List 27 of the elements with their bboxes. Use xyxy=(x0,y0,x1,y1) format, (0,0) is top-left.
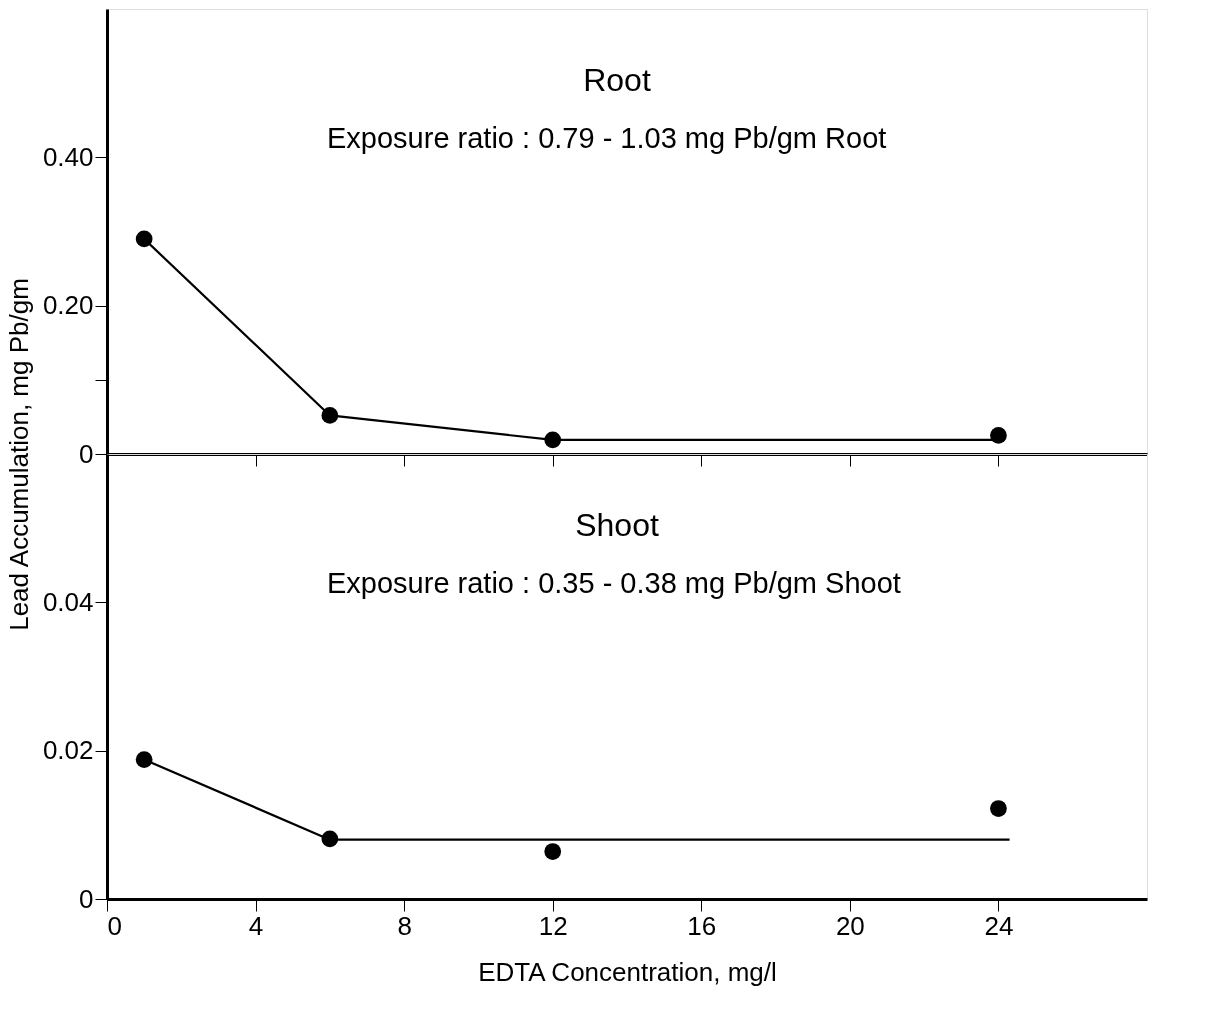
y-tick-label: 0.20 xyxy=(42,290,94,321)
point xyxy=(321,407,339,424)
annotation: Root xyxy=(583,62,651,98)
x-tick-label: 24 xyxy=(984,910,1014,941)
x-tick-label: 0 xyxy=(107,910,122,941)
x-axis-title: EDTA Concentration, mg/l xyxy=(478,956,777,987)
point xyxy=(990,800,1007,817)
annotation: Shoot xyxy=(575,507,659,543)
point xyxy=(990,427,1007,444)
point xyxy=(321,830,339,848)
annotation: Exposure ratio : 0.35 - 0.38 mg Pb/gm Shoot xyxy=(327,567,901,599)
point xyxy=(135,751,153,768)
x-tick-label: 16 xyxy=(687,910,717,941)
x-tick-label: 20 xyxy=(835,910,865,941)
y-tick-label: 0 xyxy=(79,438,94,469)
y-tick-label: 0.02 xyxy=(42,735,94,766)
y-tick-label: 0.40 xyxy=(42,141,94,172)
x-tick-label: 8 xyxy=(397,910,412,941)
y-tick-label: 0 xyxy=(79,883,94,914)
x-tick-label: 4 xyxy=(248,910,264,941)
y-axis-title: Lead Accumulation, mg Pb/gm xyxy=(3,278,34,631)
point xyxy=(135,230,153,248)
annotation: Exposure ratio : 0.79 - 1.03 mg Pb/gm Root xyxy=(327,122,887,154)
y-tick-label: 0.04 xyxy=(42,586,94,617)
point xyxy=(544,431,562,449)
x-tick-label: 12 xyxy=(538,910,568,941)
point xyxy=(544,843,562,860)
